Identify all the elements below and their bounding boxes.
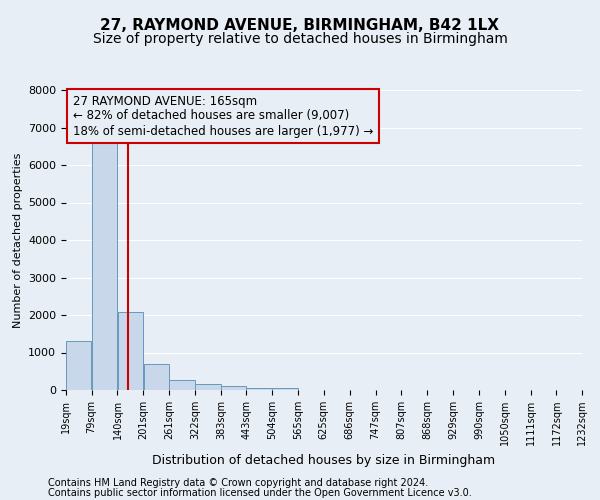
Bar — [272, 388, 298, 390]
Bar — [169, 380, 195, 390]
Bar — [247, 388, 272, 390]
Text: Contains public sector information licensed under the Open Government Licence v3: Contains public sector information licen… — [48, 488, 472, 498]
Text: Contains HM Land Registry data © Crown copyright and database right 2024.: Contains HM Land Registry data © Crown c… — [48, 478, 428, 488]
Y-axis label: Number of detached properties: Number of detached properties — [13, 152, 23, 328]
Bar — [195, 384, 221, 390]
Text: Size of property relative to detached houses in Birmingham: Size of property relative to detached ho… — [92, 32, 508, 46]
Text: 27 RAYMOND AVENUE: 165sqm
← 82% of detached houses are smaller (9,007)
18% of se: 27 RAYMOND AVENUE: 165sqm ← 82% of detac… — [73, 94, 373, 138]
Bar — [118, 312, 143, 390]
Bar — [143, 364, 169, 390]
Bar — [92, 142, 118, 390]
X-axis label: Distribution of detached houses by size in Birmingham: Distribution of detached houses by size … — [152, 454, 496, 466]
Bar — [66, 341, 91, 390]
Text: 27, RAYMOND AVENUE, BIRMINGHAM, B42 1LX: 27, RAYMOND AVENUE, BIRMINGHAM, B42 1LX — [101, 18, 499, 32]
Bar — [221, 386, 246, 390]
